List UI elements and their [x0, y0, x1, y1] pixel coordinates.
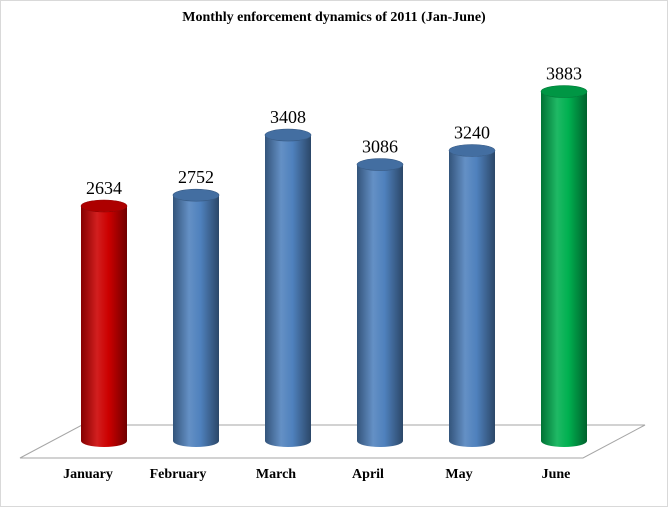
category-label: March: [256, 467, 296, 482]
bar-june: [540, 85, 588, 447]
category-label: June: [542, 467, 571, 482]
data-label: 3240: [454, 122, 490, 142]
data-label: 3883: [546, 64, 582, 84]
bar-february: [172, 188, 220, 447]
bar-body: [265, 135, 311, 447]
bar-may: [448, 144, 496, 447]
bar-top-cap: [172, 188, 220, 202]
bar-body: [541, 91, 587, 447]
category-label: April: [352, 467, 384, 482]
bar-body: [357, 164, 403, 447]
category-label: January: [63, 467, 113, 482]
data-label: 2752: [178, 167, 214, 187]
bar-january: [80, 199, 128, 447]
labels-group: 2634 January 2752 February 3408 March 3086 Apri…: [63, 64, 582, 482]
data-label: 2634: [86, 178, 122, 198]
bars-group: [80, 85, 588, 447]
bar-april: [356, 158, 404, 447]
bar-body: [81, 206, 127, 447]
bar-top-cap: [80, 199, 128, 213]
data-label: 3408: [270, 107, 306, 127]
bar-top-cap: [356, 158, 404, 171]
category-label: May: [445, 467, 472, 482]
bar-top-cap: [264, 128, 312, 142]
category-label: February: [150, 467, 207, 482]
bar-body: [173, 195, 219, 447]
bar-march: [264, 128, 312, 447]
bar-top-cap: [448, 144, 496, 157]
bar-top-cap: [540, 85, 588, 98]
chart-title: Monthly enforcement dynamics of 2011 (Ja…: [182, 10, 486, 25]
bar-body: [449, 150, 495, 447]
data-label: 3086: [362, 137, 398, 157]
